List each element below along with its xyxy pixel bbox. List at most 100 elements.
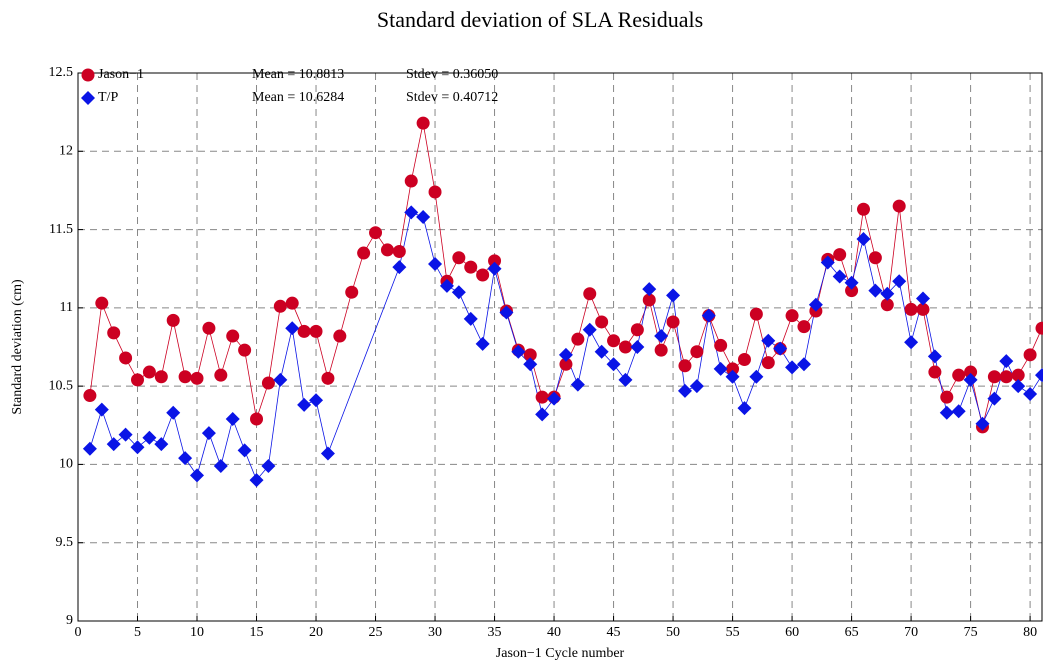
data-point bbox=[678, 359, 692, 373]
data-point bbox=[511, 344, 526, 359]
data-point bbox=[928, 365, 942, 379]
data-point bbox=[297, 324, 311, 338]
x-tick-label: 5 bbox=[134, 625, 141, 640]
data-point bbox=[677, 383, 692, 398]
annotation: Stdev = 0.40712 bbox=[406, 90, 498, 105]
data-point bbox=[833, 248, 847, 262]
data-point bbox=[844, 275, 859, 290]
data-point bbox=[488, 254, 502, 268]
data-point bbox=[166, 405, 181, 420]
data-point bbox=[1011, 368, 1025, 382]
data-point bbox=[725, 369, 740, 384]
data-point bbox=[630, 323, 644, 337]
data-point bbox=[464, 260, 478, 274]
data-point bbox=[880, 286, 895, 301]
x-tick-label: 80 bbox=[1023, 625, 1037, 640]
data-point bbox=[106, 437, 121, 452]
x-tick-label: 65 bbox=[845, 625, 859, 640]
data-point bbox=[320, 446, 335, 461]
data-point bbox=[1035, 368, 1043, 383]
chart-title: Standard deviation of SLA Residuals bbox=[377, 7, 703, 32]
data-point bbox=[594, 344, 609, 359]
data-point bbox=[118, 427, 133, 442]
data-point bbox=[916, 302, 930, 316]
data-point bbox=[726, 362, 740, 376]
data-point bbox=[285, 321, 300, 336]
x-tick-label: 40 bbox=[547, 625, 561, 640]
data-point bbox=[713, 361, 728, 376]
data-point bbox=[606, 357, 621, 372]
data-point bbox=[226, 329, 240, 343]
data-point bbox=[131, 373, 145, 387]
data-point bbox=[749, 307, 763, 321]
data-point bbox=[190, 468, 205, 483]
data-point bbox=[666, 315, 680, 329]
data-point bbox=[213, 458, 228, 473]
annotation: Mean = 10.8813 bbox=[252, 67, 344, 82]
data-point bbox=[1023, 348, 1037, 362]
data-point bbox=[773, 341, 788, 356]
data-point bbox=[547, 391, 562, 406]
data-point bbox=[237, 443, 252, 458]
data-point bbox=[297, 397, 312, 412]
data-point bbox=[654, 329, 669, 344]
data-point bbox=[666, 288, 681, 303]
x-tick-label: 55 bbox=[726, 625, 740, 640]
data-point bbox=[392, 260, 407, 275]
x-tick-label: 0 bbox=[75, 625, 82, 640]
data-point bbox=[797, 320, 811, 334]
data-point bbox=[892, 199, 906, 213]
data-point bbox=[452, 251, 466, 265]
data-point bbox=[1035, 321, 1043, 335]
data-point bbox=[583, 287, 597, 301]
data-point bbox=[1011, 379, 1026, 394]
data-point bbox=[380, 243, 394, 257]
data-point bbox=[154, 437, 169, 452]
data-point bbox=[475, 336, 490, 351]
data-point bbox=[369, 226, 383, 240]
data-point bbox=[749, 369, 764, 384]
data-point bbox=[868, 283, 883, 298]
x-axis-label: Jason−1 Cycle number bbox=[496, 646, 625, 661]
data-point bbox=[714, 338, 728, 352]
annotation: Stdev = 0.36050 bbox=[406, 67, 498, 82]
data-point bbox=[701, 308, 716, 323]
data-point bbox=[190, 371, 204, 385]
data-point bbox=[761, 333, 776, 348]
data-point bbox=[618, 372, 633, 387]
data-point bbox=[999, 354, 1014, 369]
data-point bbox=[130, 440, 145, 455]
y-tick-label: 11.5 bbox=[49, 222, 73, 237]
data-point bbox=[880, 298, 894, 312]
data-point bbox=[927, 349, 942, 364]
data-point bbox=[689, 379, 704, 394]
data-point bbox=[523, 348, 537, 362]
data-point bbox=[333, 329, 347, 343]
x-tick-label: 50 bbox=[666, 625, 680, 640]
data-point bbox=[1023, 386, 1038, 401]
data-point bbox=[95, 296, 109, 310]
data-point bbox=[82, 441, 97, 456]
x-tick-label: 15 bbox=[250, 625, 264, 640]
x-tick-label: 20 bbox=[309, 625, 323, 640]
data-point bbox=[952, 368, 966, 382]
data-point bbox=[142, 365, 156, 379]
data-point bbox=[737, 353, 751, 367]
data-point bbox=[309, 324, 323, 338]
data-point bbox=[439, 278, 454, 293]
data-point bbox=[951, 404, 966, 419]
data-point bbox=[404, 205, 419, 220]
x-tick-label: 75 bbox=[964, 625, 978, 640]
data-point bbox=[107, 326, 121, 340]
data-point bbox=[499, 305, 514, 320]
legend-label: Jason−1 bbox=[98, 67, 144, 82]
x-tick-label: 60 bbox=[785, 625, 799, 640]
data-point bbox=[273, 299, 287, 313]
data-point bbox=[428, 257, 443, 272]
data-point bbox=[285, 296, 299, 310]
data-point bbox=[999, 370, 1013, 384]
data-point bbox=[915, 291, 930, 306]
y-tick-label: 10 bbox=[59, 457, 73, 472]
data-point bbox=[761, 356, 775, 370]
